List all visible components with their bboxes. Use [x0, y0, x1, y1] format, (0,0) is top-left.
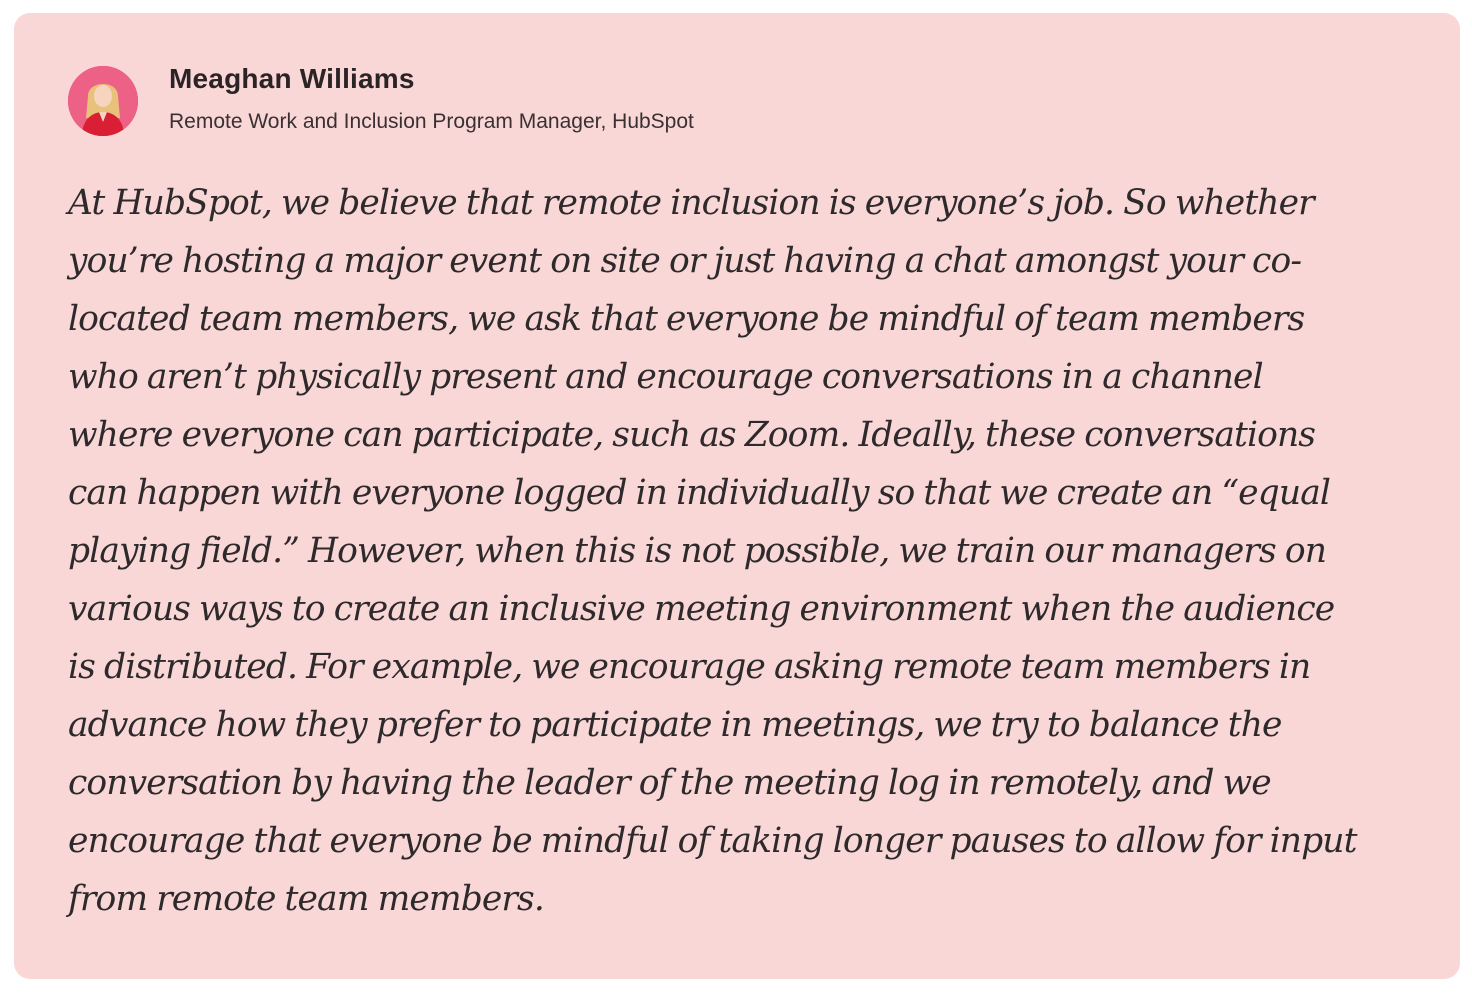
quote-line: you’re hosting a major event on site or …	[68, 241, 1302, 281]
quote-line: playing field.” However, when this is no…	[68, 531, 1327, 571]
quote-line: various ways to create an inclusive meet…	[68, 589, 1335, 629]
avatar-portrait-icon	[68, 66, 138, 136]
quote-line: who aren’t physically present and encour…	[68, 357, 1264, 397]
quote-line: is distributed. For example, we encourag…	[68, 647, 1311, 687]
quote-line: advance how they prefer to participate i…	[68, 705, 1282, 745]
author-title: Remote Work and Inclusion Program Manage…	[169, 110, 694, 133]
quote-line: encourage that everyone be mindful of ta…	[68, 821, 1357, 861]
testimonial-quote: At HubSpot, we believe that remote inclu…	[68, 174, 1448, 928]
quote-line: where everyone can participate, such as …	[68, 415, 1316, 455]
quote-line: conversation by having the leader of the…	[68, 763, 1272, 803]
quote-line: can happen with everyone logged in indiv…	[68, 473, 1331, 513]
quote-line: At HubSpot, we believe that remote inclu…	[68, 183, 1315, 223]
testimonial-card: Meaghan Williams Remote Work and Inclusi…	[14, 13, 1460, 979]
avatar	[68, 66, 138, 136]
author-name: Meaghan Williams	[169, 63, 415, 94]
quote-line: from remote team members.	[68, 879, 545, 919]
quote-line: located team members, we ask that everyo…	[68, 299, 1305, 339]
